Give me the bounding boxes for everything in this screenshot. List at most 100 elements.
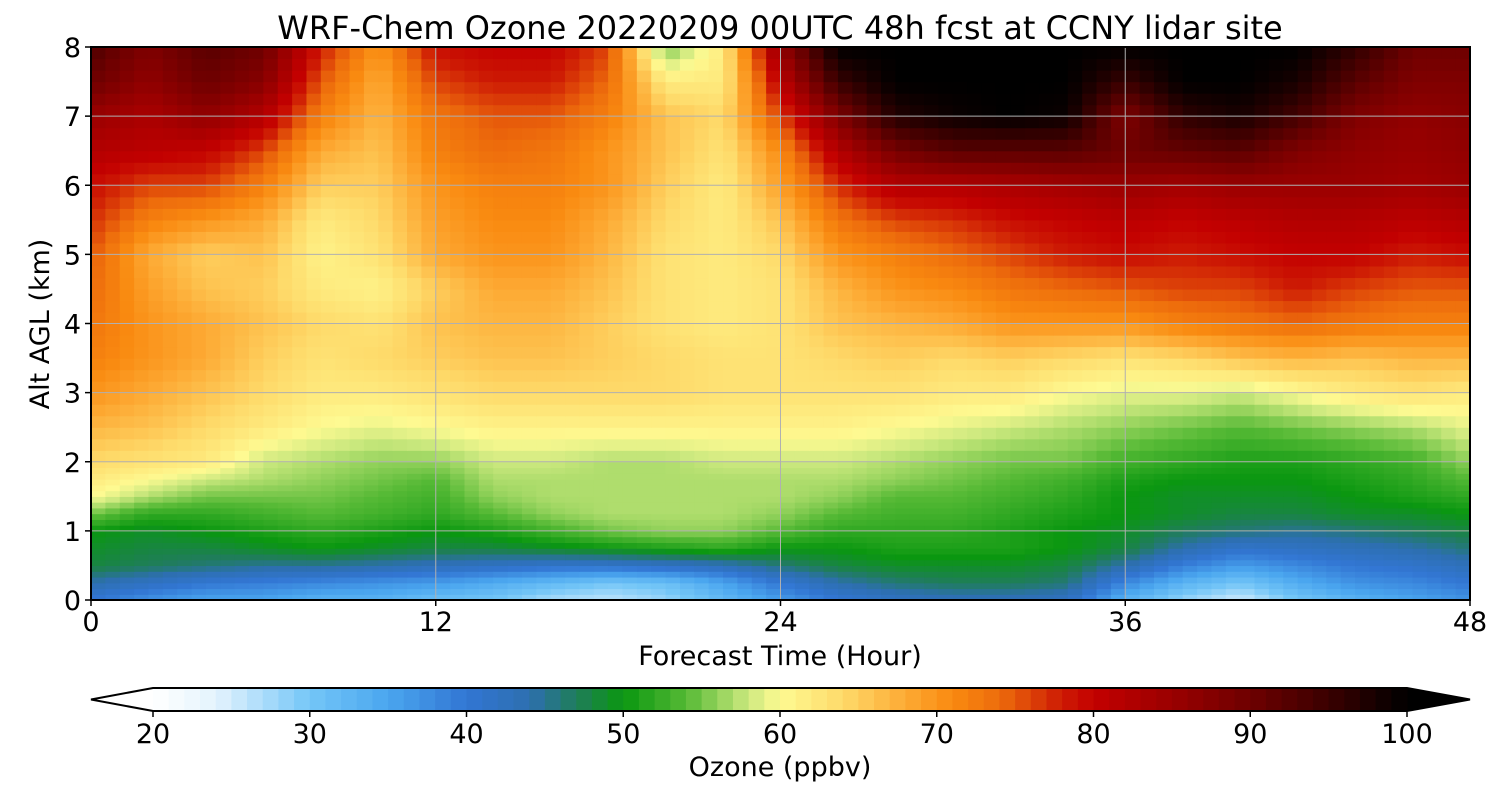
heatmap-cell	[1125, 369, 1141, 382]
heatmap-cell	[306, 530, 322, 538]
heatmap-cell	[1110, 392, 1126, 405]
heatmap-cell	[694, 242, 710, 255]
heatmap-cell	[1311, 392, 1327, 405]
heatmap-cell	[249, 594, 264, 600]
heatmap-cell	[1125, 582, 1141, 590]
heatmap-cell	[1283, 594, 1299, 600]
heatmap-cell	[378, 254, 394, 267]
heatmap-cell	[766, 588, 782, 595]
heatmap-cell	[134, 300, 150, 313]
heatmap-cell	[205, 277, 221, 290]
heatmap-cell	[1297, 346, 1313, 359]
heatmap-cell	[1197, 196, 1213, 209]
heatmap-cell	[995, 265, 1011, 279]
heatmap-cell	[205, 323, 221, 336]
heatmap-cell	[881, 519, 897, 526]
heatmap-cell	[1010, 479, 1026, 486]
heatmap-cell	[1182, 502, 1198, 509]
heatmap-cell	[220, 484, 236, 492]
heatmap-cell	[507, 548, 523, 555]
heatmap-cell	[794, 496, 810, 503]
heatmap-cell	[679, 530, 695, 538]
heatmap-cell	[1225, 438, 1241, 451]
heatmap-cell	[1225, 461, 1241, 469]
heatmap-cell	[694, 346, 710, 359]
heatmap-cell	[306, 127, 322, 140]
heatmap-cell	[1297, 536, 1313, 543]
heatmap-cell	[450, 536, 466, 543]
heatmap-cell	[1240, 196, 1256, 209]
heatmap-cell	[608, 461, 624, 469]
heatmap-cell	[881, 490, 897, 497]
heatmap-cell	[306, 162, 322, 175]
heatmap-cell	[651, 553, 667, 561]
heatmap-cell	[1369, 553, 1385, 561]
heatmap-cell	[1355, 438, 1371, 451]
heatmap-cell	[1254, 369, 1270, 382]
heatmap-cell	[823, 582, 839, 590]
heatmap-cell	[507, 553, 523, 561]
heatmap-cell	[1168, 335, 1184, 348]
heatmap-cell	[1039, 231, 1055, 244]
heatmap-cell	[220, 536, 236, 543]
heatmap-cell	[579, 496, 595, 503]
heatmap-cell	[794, 358, 810, 371]
heatmap-cell	[363, 196, 379, 209]
heatmap-cell	[952, 346, 968, 359]
heatmap-cell	[723, 490, 738, 497]
heatmap-cell	[1139, 530, 1155, 538]
heatmap-cell	[593, 571, 609, 578]
heatmap-cell	[378, 369, 394, 382]
heatmap-cell	[866, 565, 882, 572]
heatmap-cell	[1125, 208, 1141, 221]
heatmap-cell	[866, 461, 882, 469]
heatmap-cell	[995, 519, 1011, 526]
heatmap-cell	[1139, 242, 1155, 255]
heatmap-cell	[766, 571, 782, 578]
heatmap-cell	[723, 513, 738, 520]
heatmap-cell	[909, 335, 925, 348]
heatmap-cell	[162, 594, 178, 600]
heatmap-cell	[1053, 536, 1069, 543]
heatmap-cell	[866, 335, 882, 348]
heatmap-cell	[823, 381, 839, 394]
heatmap-cell	[766, 404, 782, 417]
heatmap-cell	[1153, 288, 1169, 302]
heatmap-cell	[177, 265, 193, 279]
heatmap-cell	[349, 559, 365, 567]
heatmap-cell	[751, 525, 767, 532]
heatmap-cell	[320, 173, 336, 186]
heatmap-cell	[464, 346, 480, 359]
heatmap-cell	[1240, 473, 1256, 480]
heatmap-cell	[536, 127, 552, 140]
heatmap-cell	[1441, 369, 1457, 382]
heatmap-cell	[881, 548, 897, 555]
heatmap-cell	[1355, 461, 1371, 469]
heatmap-cell	[550, 507, 566, 515]
heatmap-cell	[766, 219, 782, 232]
heatmap-cell	[1225, 277, 1241, 290]
heatmap-cell	[435, 185, 451, 198]
heatmap-cell	[392, 588, 408, 595]
heatmap-cell	[1125, 571, 1141, 578]
heatmap-cell	[837, 358, 853, 371]
heatmap-cell	[665, 254, 681, 267]
heatmap-cell	[1355, 265, 1371, 279]
heatmap-cell	[277, 513, 293, 520]
heatmap-cell	[636, 242, 652, 255]
heatmap-cell	[1426, 219, 1442, 232]
heatmap-cell	[622, 548, 638, 555]
heatmap-cell	[162, 588, 178, 595]
heatmap-cell	[723, 461, 738, 469]
heatmap-cell	[507, 323, 523, 336]
heatmap-cell	[421, 346, 437, 359]
heatmap-cell	[1340, 565, 1356, 572]
heatmap-cell	[1197, 427, 1213, 440]
heatmap-cell	[809, 582, 825, 590]
heatmap-cell	[1311, 502, 1327, 509]
heatmap-cell	[622, 162, 638, 175]
heatmap-cell	[852, 150, 868, 163]
heatmap-cell	[1383, 450, 1399, 463]
heatmap-cell	[1311, 150, 1327, 163]
heatmap-cell	[1340, 571, 1356, 578]
